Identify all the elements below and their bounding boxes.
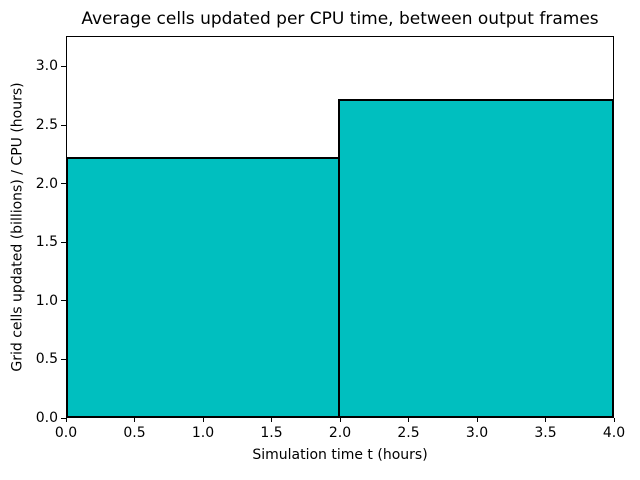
- x-tick-mark: [339, 418, 341, 422]
- x-tick-mark: [65, 418, 67, 422]
- x-tick-label: 3.0: [465, 425, 489, 441]
- x-axis-label: Simulation time t (hours): [252, 447, 428, 463]
- x-tick-label: 4.0: [602, 425, 626, 441]
- y-tick-label: 3.0: [35, 58, 58, 75]
- x-tick-mark: [202, 418, 204, 422]
- bar-segment: [338, 99, 614, 418]
- y-tick-mark: [61, 417, 66, 419]
- y-tick-mark: [61, 300, 66, 302]
- y-tick-label: 1.5: [35, 234, 58, 251]
- x-tick-label: 2.0: [328, 425, 352, 441]
- x-tick-mark: [408, 418, 409, 422]
- x-tick-label: 2.5: [397, 425, 420, 441]
- x-tick-mark: [613, 418, 615, 422]
- x-tick-mark: [134, 418, 135, 422]
- bar-segment: [66, 156, 340, 418]
- y-tick-label: 2.0: [35, 175, 58, 192]
- y-tick-mark: [61, 241, 66, 243]
- x-tick-mark: [271, 418, 272, 422]
- x-tick-label: 1.5: [260, 425, 283, 441]
- y-tick-label: 1.0: [35, 292, 58, 309]
- y-tick-label: 2.5: [35, 117, 58, 134]
- y-tick-mark: [61, 358, 66, 360]
- x-tick-label: 1.0: [191, 425, 215, 441]
- x-tick-mark: [545, 418, 546, 422]
- y-axis-label: Grid cells updated (billions) / CPU (hou…: [9, 82, 26, 372]
- y-tick-mark: [61, 183, 66, 185]
- x-tick-mark: [476, 418, 478, 422]
- y-tick-label: 0.0: [35, 410, 58, 426]
- x-tick-label: 0.0: [54, 425, 78, 441]
- y-tick-mark: [61, 65, 66, 67]
- x-tick-label: 3.5: [534, 425, 557, 441]
- x-tick-label: 0.5: [123, 425, 146, 441]
- chart-title: Average cells updated per CPU time, betw…: [81, 9, 599, 29]
- y-tick-mark: [61, 124, 66, 126]
- y-tick-label: 0.5: [35, 351, 58, 368]
